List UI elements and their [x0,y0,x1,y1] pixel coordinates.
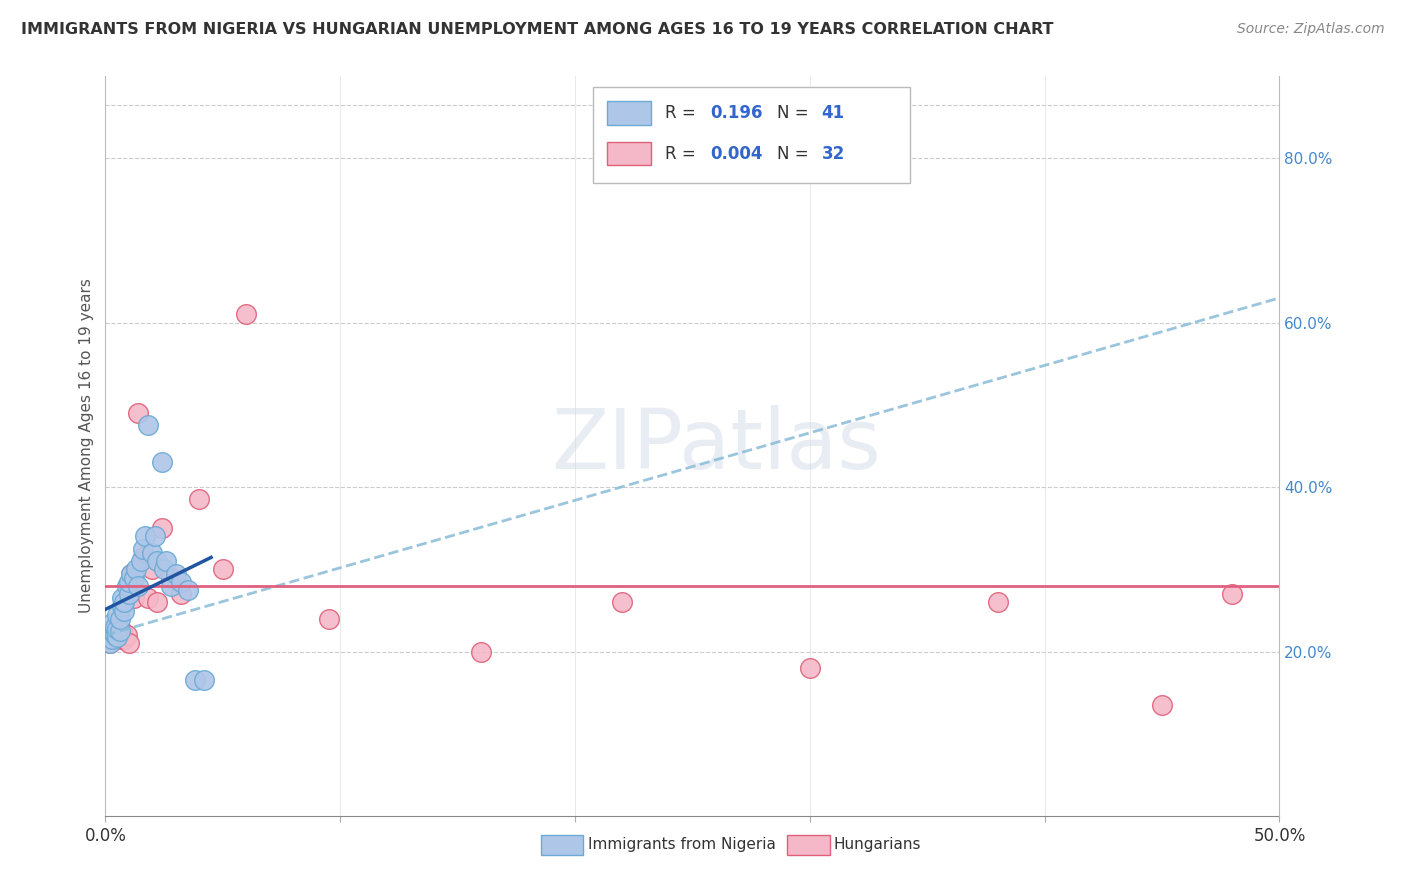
Point [183,673,205,688]
Point [799,661,821,675]
Point [122,591,145,606]
Text: R =: R = [665,145,702,162]
Point [160,579,183,593]
Text: N =: N = [778,103,814,122]
Point [105,628,128,642]
Text: R =: R = [665,103,702,122]
Text: IMMIGRANTS FROM NIGERIA VS HUNGARIAN UNEMPLOYMENT AMONG AGES 16 TO 19 YEARS CORR: IMMIGRANTS FROM NIGERIA VS HUNGARIAN UNE… [21,22,1053,37]
Point [155,554,177,568]
Text: Hungarians: Hungarians [834,838,921,852]
Point [115,579,138,593]
Point [108,624,131,639]
Point [160,571,183,585]
Point [112,603,135,617]
Point [169,574,191,589]
Point [97,624,120,639]
Point [146,554,169,568]
Point [111,599,134,614]
Point [153,562,176,576]
Point [120,566,142,581]
Point [987,595,1010,609]
Point [132,541,155,556]
Point [1222,587,1244,601]
Point [97,632,120,647]
Point [98,628,121,642]
Point [470,645,492,659]
Point [108,612,131,626]
Text: N =: N = [778,145,814,162]
Point [108,632,131,647]
Point [132,549,155,565]
Y-axis label: Unemployment Among Ages 16 to 19 years: Unemployment Among Ages 16 to 19 years [79,278,94,614]
Point [105,630,128,644]
Point [150,521,173,535]
Point [98,636,121,650]
Point [141,562,163,576]
Point [101,615,124,630]
Point [101,624,124,639]
Text: 32: 32 [821,145,845,162]
Point [122,571,145,585]
Point [115,628,138,642]
Point [136,591,159,606]
Point [98,628,121,642]
Point [112,632,135,647]
Point [188,492,211,507]
Point [112,595,135,609]
Point [129,554,152,568]
Point [127,579,149,593]
Point [118,587,141,601]
Point [111,624,134,639]
Point [193,673,215,688]
Point [101,624,124,639]
Bar [607,142,651,165]
Point [101,632,124,647]
Point [141,546,163,560]
Point [98,636,121,650]
Text: 0.196: 0.196 [710,103,762,122]
Point [97,632,120,647]
Point [125,562,148,576]
Point [169,587,191,601]
Point [118,574,141,589]
Point [111,591,134,606]
Text: 41: 41 [821,103,845,122]
Point [318,612,340,626]
Point [134,529,156,543]
Text: Immigrants from Nigeria: Immigrants from Nigeria [588,838,776,852]
Point [105,622,128,636]
Point [104,628,127,642]
Point [127,406,149,420]
Text: ZIPatlas: ZIPatlas [551,406,882,486]
Bar [607,101,651,125]
Point [104,632,127,647]
Point [165,566,187,581]
Point [610,595,633,609]
Point [235,307,257,321]
Text: Source: ZipAtlas.com: Source: ZipAtlas.com [1237,22,1385,37]
Point [136,418,159,433]
Point [1150,698,1173,712]
Point [104,620,127,634]
Point [105,607,128,622]
Point [176,582,198,597]
Point [211,562,233,576]
FancyBboxPatch shape [593,87,910,183]
Point [120,566,142,581]
Point [101,632,124,647]
Text: 0.004: 0.004 [710,145,762,162]
Point [118,636,141,650]
Point [146,595,169,609]
Point [143,529,166,543]
Point [150,455,173,469]
